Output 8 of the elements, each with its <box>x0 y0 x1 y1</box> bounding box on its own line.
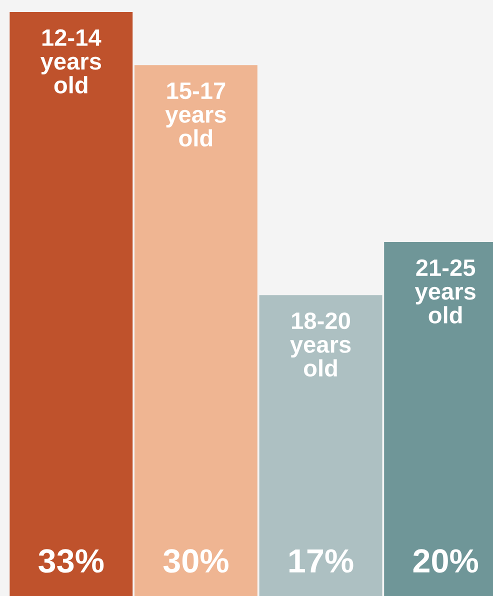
x-tick-label: 18-20 years old <box>290 312 351 377</box>
x-tick-label: 12-14 years old <box>40 29 102 94</box>
x-tick-label: 21-25 years old <box>414 259 476 324</box>
data-label: 20% <box>413 549 478 573</box>
x-tick-label: 15-17 years old <box>165 82 226 147</box>
data-label: 30% <box>163 549 228 573</box>
data-label: 17% <box>290 549 354 573</box>
data-label: 33% <box>38 549 104 573</box>
